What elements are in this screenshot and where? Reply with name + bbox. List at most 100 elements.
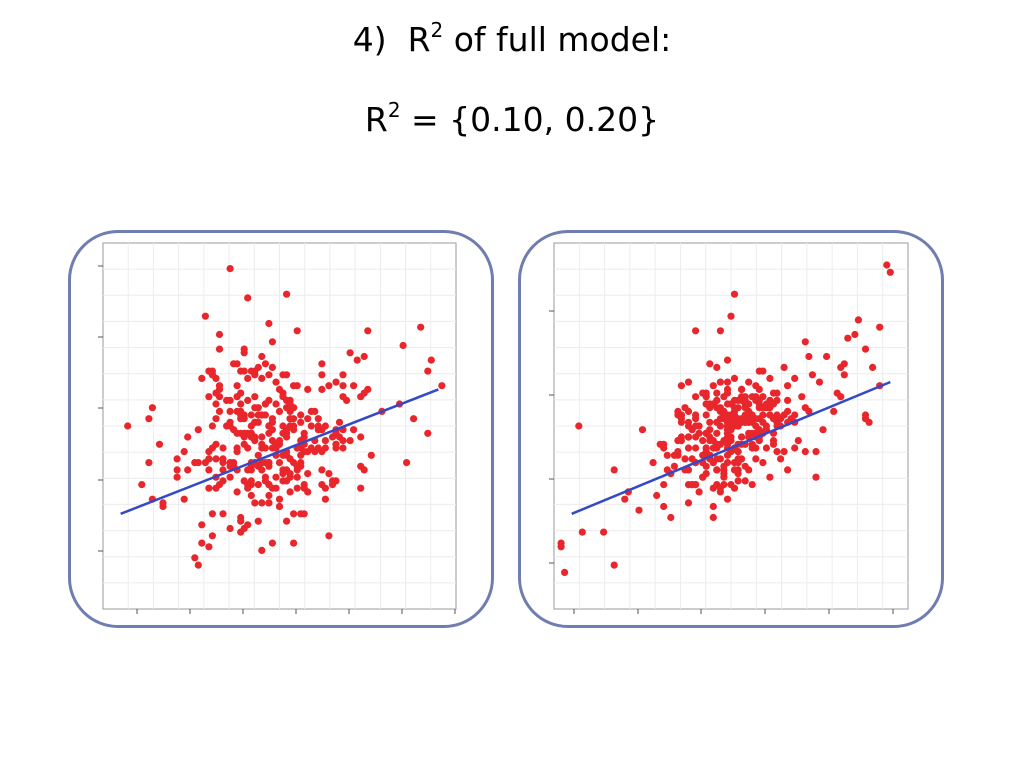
left-data-point (275, 459, 284, 467)
right-data-point (840, 371, 848, 379)
left-data-point (307, 444, 315, 452)
right-data-point (681, 404, 689, 412)
left-data-point (247, 429, 255, 437)
left-data-point (226, 265, 234, 273)
right-data-point (780, 448, 788, 456)
right-data-point (716, 378, 724, 386)
right-scatter-plot (534, 232, 928, 626)
right-data-point (674, 451, 682, 459)
right-data-point (706, 418, 714, 426)
left-data-point (339, 444, 347, 452)
right-data-point (837, 393, 845, 401)
left-data-point (201, 459, 209, 467)
left-data-point (205, 543, 213, 551)
left-data-point (346, 437, 354, 445)
left-data-point (325, 382, 333, 390)
left-data-point (286, 488, 294, 496)
right-data-point (837, 363, 845, 371)
left-data-point (201, 312, 209, 320)
right-data-point (709, 513, 717, 522)
left-data-point (247, 477, 255, 485)
left-data-point (155, 440, 164, 448)
right-data-point (663, 451, 671, 459)
left-data-point (275, 502, 284, 511)
left-data-point (219, 444, 227, 452)
right-data-point (692, 415, 700, 423)
right-data-point (660, 502, 668, 511)
right-data-point (727, 433, 735, 441)
left-data-point (244, 466, 252, 474)
left-data-point (279, 422, 287, 430)
left-data-point (325, 470, 333, 478)
left-data-point (258, 433, 266, 441)
right-data-point (741, 411, 749, 419)
left-data-point (304, 488, 312, 496)
left-data-point (215, 393, 224, 401)
right-data-point (769, 440, 778, 448)
left-data-point (254, 517, 262, 525)
right-data-point (844, 334, 852, 342)
right-data-point (720, 415, 728, 423)
right-data-point (773, 448, 781, 456)
left-data-point (286, 400, 294, 408)
right-data-point (741, 393, 749, 401)
left-data-point (258, 352, 266, 361)
left-data-point (350, 382, 358, 390)
right-data-point (716, 484, 724, 492)
left-data-point (268, 338, 276, 346)
right-data-point (730, 290, 739, 298)
left-data-point (244, 484, 252, 492)
left-regression-line (120, 388, 439, 516)
right-data-point (635, 506, 643, 514)
right-data-point (798, 393, 806, 401)
left-data-point (346, 349, 354, 357)
right-data-point (692, 327, 700, 335)
left-scatter-plot (84, 232, 478, 626)
left-data-point (219, 466, 227, 474)
right-data-point (762, 422, 770, 430)
left-data-point (364, 327, 372, 335)
right-data-point (699, 437, 707, 445)
right-data-point (830, 407, 838, 415)
right-data-point (730, 374, 739, 382)
left-data-point (265, 396, 273, 404)
left-data-point (258, 466, 266, 474)
right-data-point (702, 400, 710, 408)
left-data-point (184, 433, 192, 441)
left-data-point (205, 484, 213, 492)
right-data-point (734, 477, 742, 485)
left-data-point (268, 363, 276, 371)
left-data-point (208, 510, 216, 518)
right-data-point (713, 363, 721, 371)
left-data-point (293, 327, 301, 335)
left-data-point (205, 393, 213, 401)
right-data-point (780, 411, 788, 419)
right-data-point (734, 466, 742, 474)
right-data-point (674, 437, 682, 445)
left-data-point (417, 323, 425, 331)
left-data-point (205, 466, 213, 474)
right-data-point (738, 385, 746, 393)
left-data-point (244, 294, 252, 302)
right-data-point (670, 462, 678, 470)
subtitle-rest: = {0.10, 0.20} (400, 100, 660, 139)
left-data-point (244, 396, 252, 404)
right-data-point (723, 451, 732, 459)
right-data-point (745, 429, 753, 437)
left-data-point (314, 415, 322, 423)
left-data-point (314, 444, 322, 452)
right-data-point (681, 455, 689, 463)
right-data-point (709, 459, 717, 467)
title-superscript: 2 (430, 18, 444, 42)
right-data-point (738, 433, 746, 441)
right-data-point (812, 473, 820, 481)
left-data-point (240, 477, 248, 485)
left-data-point (261, 444, 269, 452)
left-data-point (304, 415, 312, 423)
left-data-point (410, 415, 418, 423)
left-data-point (240, 345, 248, 353)
left-data-point (275, 385, 284, 393)
right-data-point (723, 378, 732, 386)
left-data-point (318, 481, 326, 489)
left-data-point (258, 546, 266, 554)
